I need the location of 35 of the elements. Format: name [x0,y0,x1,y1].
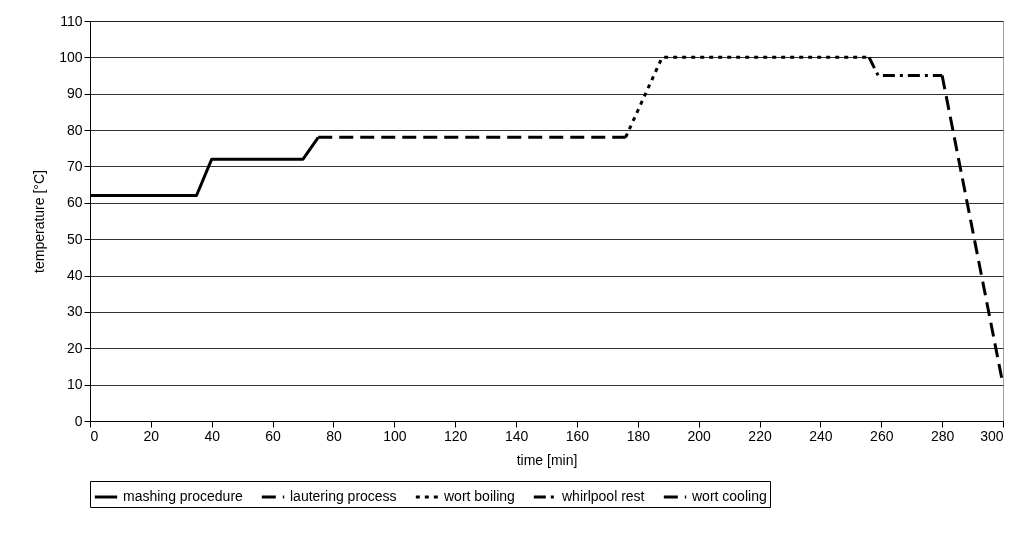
x-tick-label: 160 [565,427,590,444]
y-tick-label: 90 [66,85,83,102]
y-tick-label: 20 [66,339,83,356]
x-tick-label: 140 [504,427,529,444]
y-tick-label: 0 [74,412,83,429]
x-tick-label: 200 [687,427,712,444]
y-tick-label: 100 [59,48,83,65]
x-tick-label: 100 [383,427,407,444]
x-tick-label: 280 [930,427,955,444]
y-tick-label: 40 [66,267,83,284]
x-axis-title: time [min] [516,451,578,468]
x-tick-label: 260 [870,427,894,444]
legend-label: mashing procedure [123,488,244,504]
y-tick-label: 70 [66,157,83,174]
y-tick-label: 110 [60,12,83,29]
x-tick-label: 180 [626,427,651,444]
x-tick-label: 300 [980,427,1004,444]
x-tick-label: 240 [809,427,833,444]
legend-label: wort cooling [691,488,767,504]
x-tick-label: 120 [444,427,468,444]
y-tick-label: 10 [66,376,83,393]
legend-label: whirlpool rest [561,488,645,504]
y-tick-label: 30 [66,303,83,320]
x-tick-label: 60 [265,427,282,444]
x-tick-label: 80 [326,427,342,444]
legend-label: wort boiling [443,488,515,504]
y-tick-label: 60 [66,194,83,211]
x-tick-label: 0 [90,427,99,444]
x-tick-label: 220 [748,427,772,444]
x-tick-label: 20 [143,427,160,444]
x-tick-label: 40 [204,427,221,444]
legend-label: lautering process [290,488,397,504]
y-axis-title: temperature [°C] [31,170,48,273]
y-tick-label: 80 [66,121,83,138]
y-tick-label: 50 [66,230,83,247]
